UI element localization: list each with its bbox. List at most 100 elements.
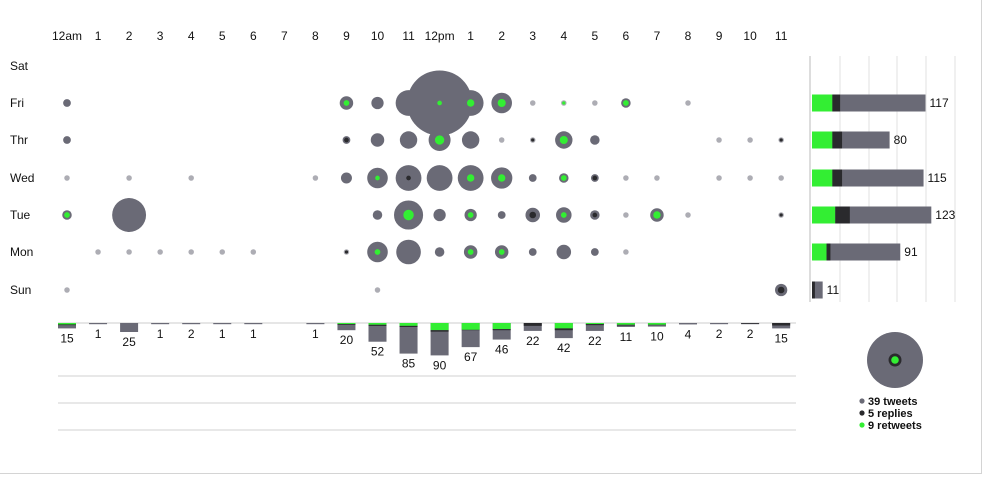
- hour-bar: [679, 323, 697, 324]
- legend-label: 9 retweets: [868, 420, 922, 432]
- tweet-bubble: [341, 173, 352, 184]
- tweet-bubble: [63, 136, 71, 144]
- hour-label: 5: [219, 29, 226, 43]
- tweet-bubble: [623, 249, 629, 255]
- hour-bar-label: 2: [716, 327, 723, 341]
- day-label: Sun: [10, 283, 31, 297]
- reply-dot: [531, 138, 534, 141]
- day-bar-label: 123: [935, 208, 955, 222]
- tweet-bubble: [188, 175, 194, 181]
- hour-bar-label: 15: [774, 331, 788, 345]
- hour-bar: [400, 323, 418, 354]
- tweet-bubble: [529, 174, 537, 182]
- retweet-dot: [560, 136, 568, 144]
- hour-bar-retweets: [586, 323, 604, 324]
- hour-bar-retweets: [369, 323, 387, 325]
- hour-bar-label: 4: [685, 327, 692, 341]
- tweet-bubble: [313, 175, 319, 181]
- tweet-bubble: [112, 198, 146, 232]
- hour-bar-retweets: [648, 323, 666, 325]
- hour-bar-retweets: [493, 323, 511, 329]
- retweet-dot: [468, 212, 474, 218]
- day-bar-label: 80: [894, 133, 908, 147]
- hour-bar-replies: [555, 328, 573, 330]
- hour-label: 8: [685, 29, 692, 43]
- tweet-bubble: [126, 249, 132, 255]
- tweet-bubble: [499, 137, 505, 143]
- hour-bar-replies: [58, 324, 76, 325]
- tweet-bubble: [371, 97, 383, 109]
- hour-label: 3: [529, 29, 536, 43]
- hour-bar-retweets: [431, 323, 449, 330]
- hour-bar-label: 67: [464, 350, 478, 364]
- hour-bar-label: 1: [157, 327, 164, 341]
- tweet-bubble: [188, 249, 194, 255]
- hour-bar-retweets: [58, 323, 76, 324]
- day-bar-retweets: [812, 95, 832, 112]
- retweet-dot: [375, 176, 380, 181]
- hour-bar: [710, 323, 728, 324]
- hour-bar-label: 15: [60, 331, 74, 345]
- tweet-bubble: [400, 131, 417, 148]
- tweet-bubble: [498, 211, 506, 219]
- day-bar-replies: [827, 244, 831, 261]
- tweet-bubble: [375, 287, 381, 293]
- tweet-bubble: [685, 100, 691, 106]
- legend-marker: [859, 422, 864, 427]
- tweet-bubble: [396, 240, 421, 265]
- tweet-bubble: [427, 165, 453, 191]
- hour-bar-label: 22: [588, 334, 602, 348]
- hour-bar-label: 2: [188, 327, 195, 341]
- day-label: Tue: [10, 208, 31, 222]
- day-bar-label: 117: [929, 96, 948, 110]
- hour-bar-label: 85: [402, 357, 416, 371]
- hour-bar: [182, 323, 200, 324]
- tweet-bubble: [63, 99, 71, 107]
- hour-bar-label: 25: [122, 335, 136, 349]
- tweet-bubble: [778, 175, 784, 181]
- hour-bar-replies: [586, 324, 604, 325]
- tweet-bubble: [462, 131, 479, 148]
- hour-bar: [213, 323, 231, 324]
- tweet-bubble: [716, 175, 722, 181]
- tweet-bubble: [95, 249, 101, 255]
- hour-label: 5: [592, 29, 599, 43]
- tweet-bubble: [157, 249, 163, 255]
- tweet-bubble: [529, 248, 537, 256]
- hour-bar: [151, 323, 169, 324]
- hour-bar-replies: [369, 325, 387, 326]
- retweet-dot: [561, 175, 567, 181]
- retweet-dot: [467, 174, 474, 181]
- tweet-bubble: [716, 137, 722, 143]
- hour-label: 4: [188, 29, 195, 43]
- hour-bar-label: 42: [557, 341, 571, 355]
- hour-label: 12am: [52, 29, 82, 43]
- hour-bar-replies: [772, 323, 790, 326]
- hour-label: 6: [250, 29, 257, 43]
- day-bar-retweets: [812, 132, 832, 149]
- hour-bar: [89, 323, 107, 324]
- retweet-dot: [344, 100, 350, 106]
- day-bar-retweets: [812, 207, 835, 224]
- day-bar-replies: [832, 132, 842, 149]
- hour-bar: [120, 323, 138, 332]
- hour-label: 9: [343, 29, 350, 43]
- day-label: Mon: [10, 245, 33, 259]
- hour-bar-retweets: [400, 323, 418, 326]
- hour-bar-label: 1: [312, 327, 319, 341]
- retweet-dot: [623, 100, 629, 106]
- reply-dot: [529, 212, 536, 219]
- hour-bar-label: 90: [433, 358, 447, 372]
- hour-bar-replies: [617, 325, 635, 326]
- hour-label: 4: [560, 29, 567, 43]
- hour-bar-label: 2: [747, 327, 754, 341]
- day-bar-label: 115: [928, 171, 947, 185]
- reply-dot: [778, 287, 785, 294]
- legend-marker: [859, 398, 864, 403]
- retweet-dot: [435, 135, 444, 144]
- tweet-bubble: [530, 100, 536, 106]
- hour-label: 12pm: [425, 29, 455, 43]
- day-bar-retweets: [812, 244, 827, 261]
